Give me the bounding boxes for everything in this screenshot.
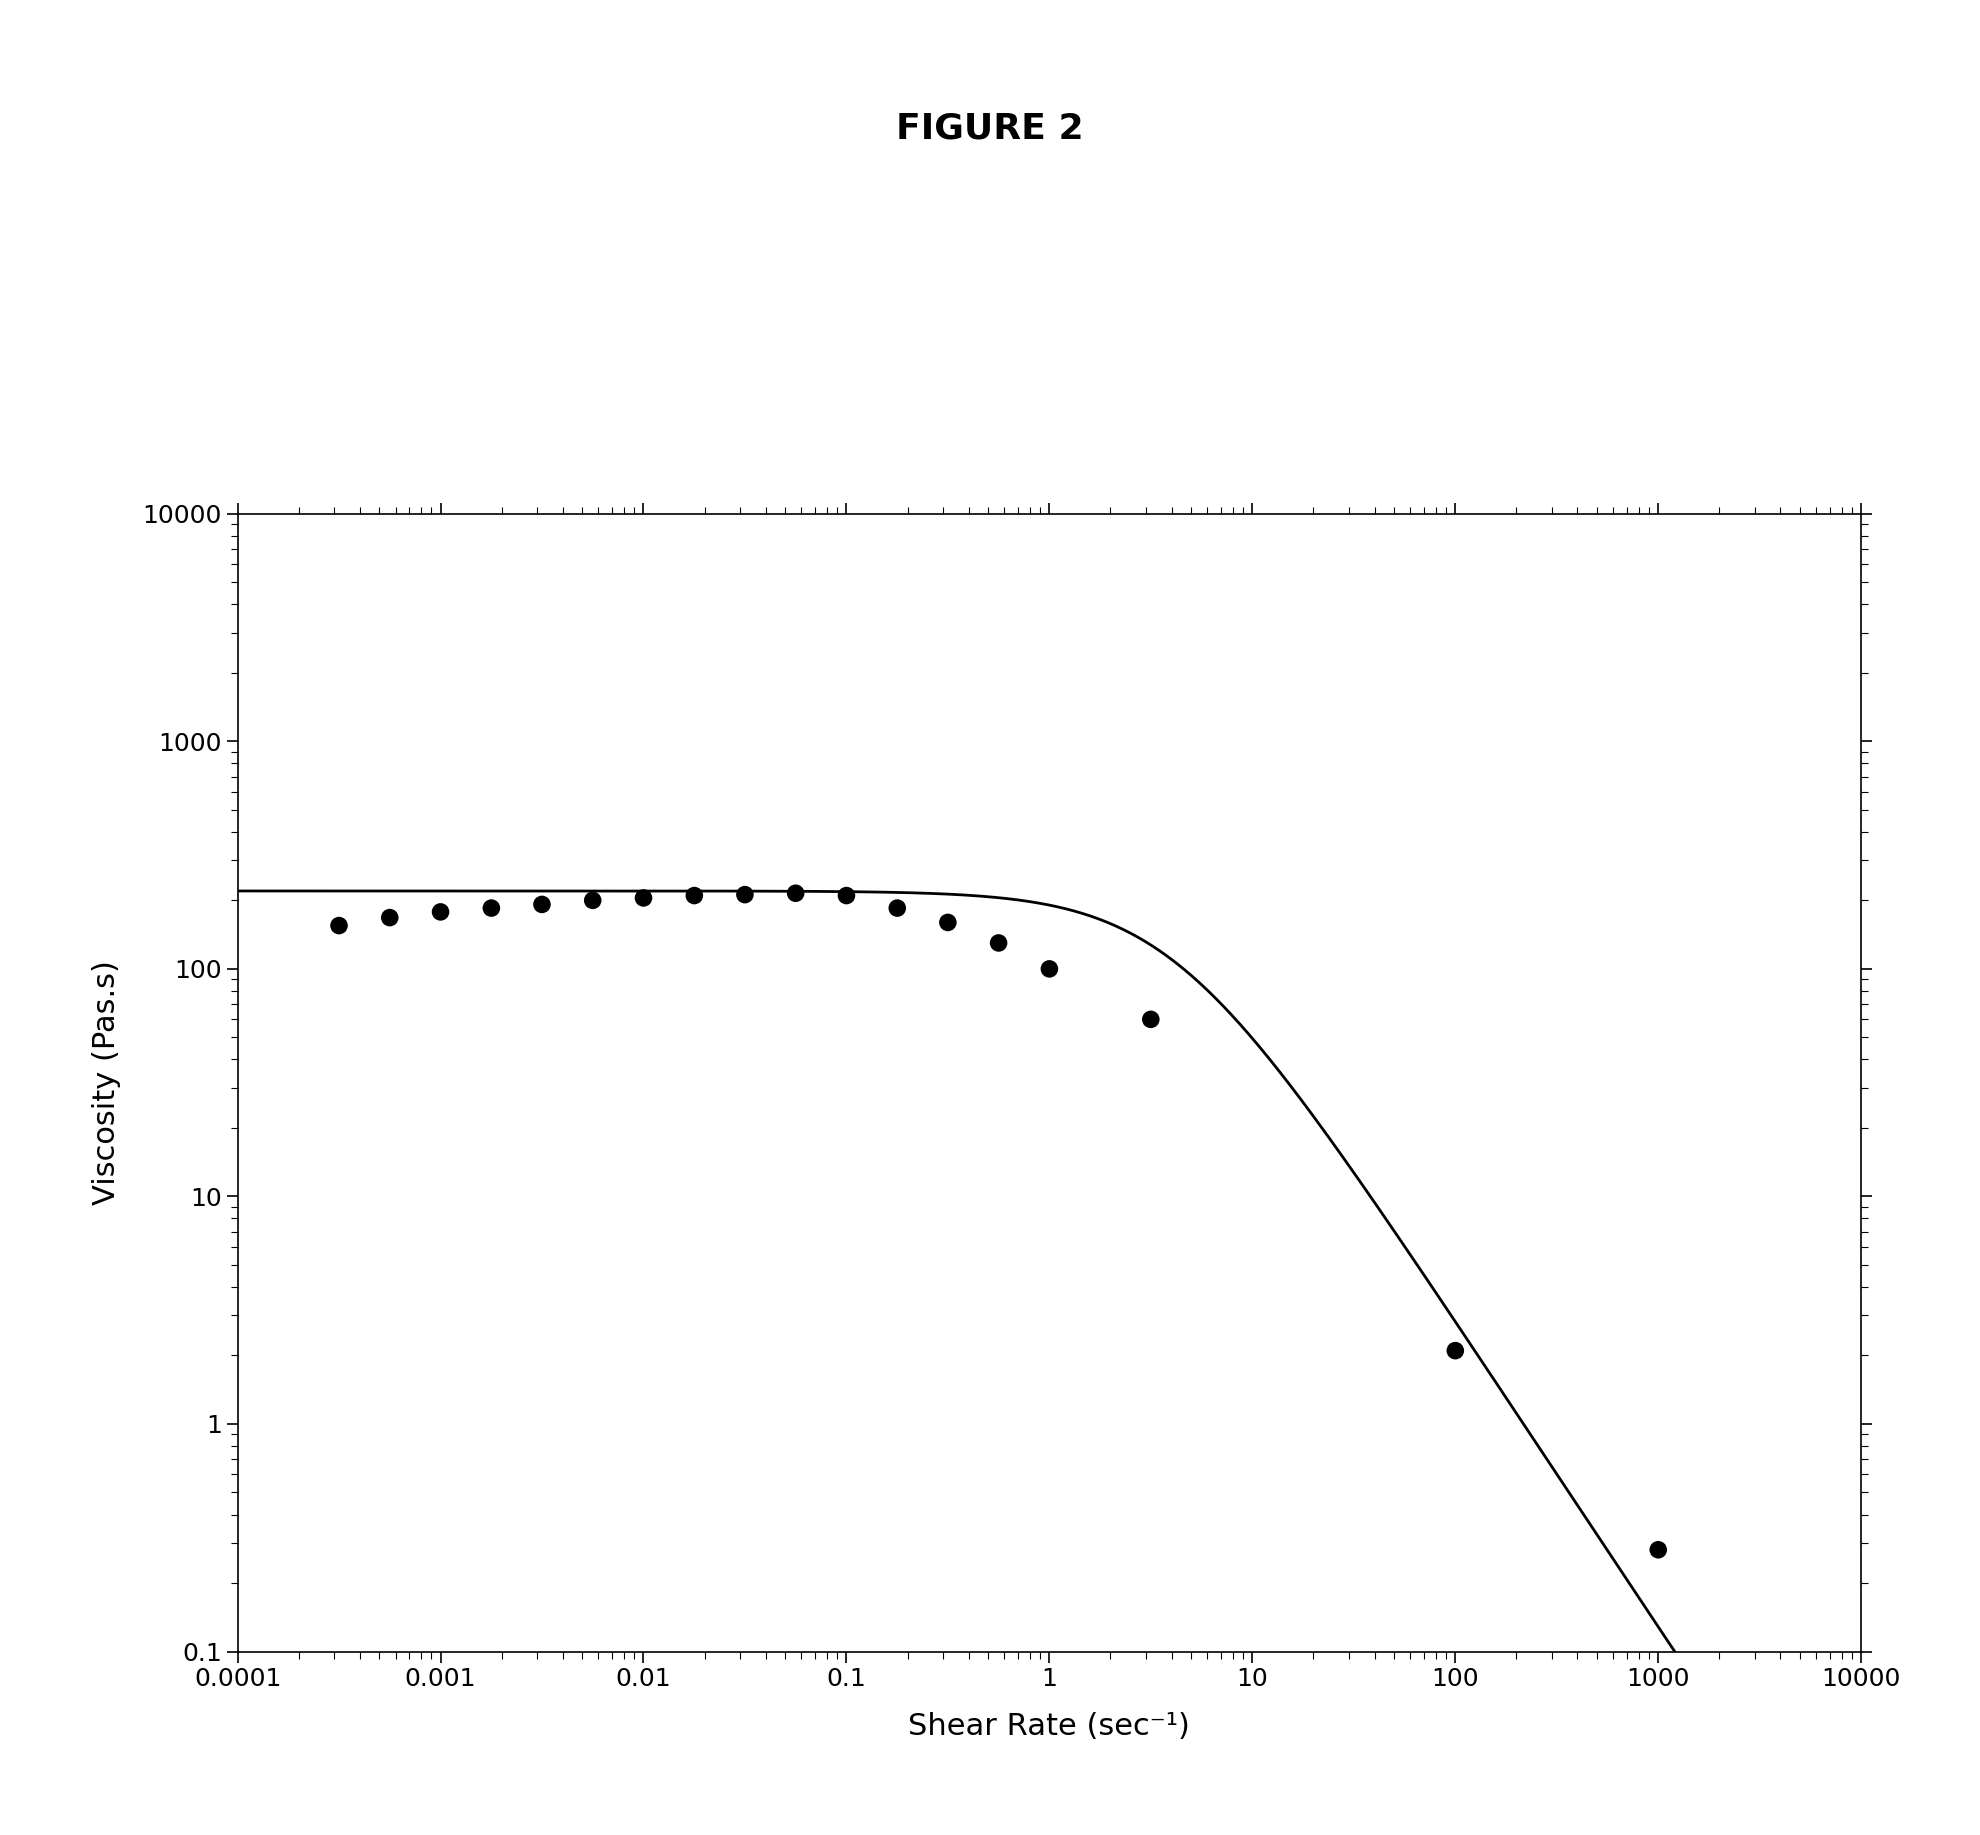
Point <box>1135 1006 1166 1035</box>
Point <box>881 894 913 923</box>
Point <box>628 883 659 912</box>
Point <box>374 903 406 932</box>
Point <box>830 881 861 910</box>
Point <box>933 908 964 938</box>
Point <box>323 910 354 940</box>
Text: FIGURE 2: FIGURE 2 <box>897 112 1083 145</box>
Point <box>576 886 608 916</box>
Point <box>1034 954 1065 984</box>
Y-axis label: Viscosity (Pas.s): Viscosity (Pas.s) <box>93 960 121 1206</box>
Point <box>679 881 711 910</box>
Point <box>527 890 558 919</box>
Point <box>729 881 760 910</box>
Point <box>1641 1536 1673 1565</box>
Point <box>1439 1336 1471 1365</box>
Point <box>475 894 507 923</box>
Point <box>982 929 1014 958</box>
X-axis label: Shear Rate (sec⁻¹): Shear Rate (sec⁻¹) <box>909 1712 1190 1741</box>
Point <box>780 879 812 908</box>
Point <box>424 897 455 927</box>
